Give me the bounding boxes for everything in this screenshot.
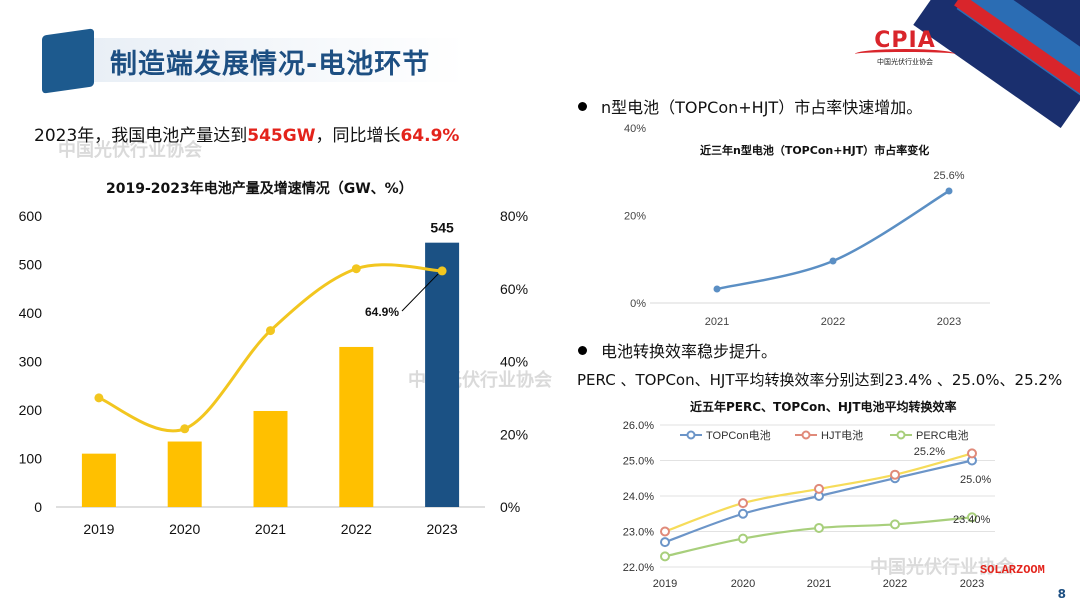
hjt-data-label: 25.2% (914, 446, 945, 458)
y-tick-label-right: 0% (500, 499, 520, 515)
y-tick-label-left: 200 (19, 402, 43, 418)
legend-label: PERC电池 (916, 429, 969, 442)
y-tick-label-right: 40% (500, 354, 528, 370)
chart1-title: 2019-2023年电池产量及增速情况（GW、%） (106, 181, 413, 197)
bar-2019 (81, 453, 116, 507)
bar-data-label: 545 (430, 220, 454, 236)
y-tick-label-left: 0 (34, 499, 42, 515)
growth-rate-line (98, 263, 443, 433)
topcon-data-label: 25.0% (960, 474, 991, 486)
perc-data-label: 23.40% (953, 514, 991, 526)
y-tick-label: 40% (624, 123, 646, 135)
y-tick-label: 25.0% (623, 456, 654, 468)
x-tick-label: 2023 (937, 316, 961, 328)
x-tick-label: 2019 (83, 521, 114, 537)
bullet-efficiency: 电池转换效率稳步提升。 (578, 338, 777, 362)
x-tick-label: 2023 (427, 521, 458, 537)
y-tick-label-left: 600 (19, 208, 43, 224)
series-point-1 (660, 526, 670, 537)
share-data-label: 25.6% (933, 170, 964, 182)
y-tick-label: 26.0% (623, 420, 654, 432)
share-line (716, 189, 950, 291)
y-tick-label: 23.0% (623, 527, 654, 539)
y-tick-label: 0% (630, 298, 646, 310)
y-tick-label-left: 100 (19, 451, 43, 467)
legend-marker-0 (686, 430, 696, 440)
series-point-1 (890, 469, 900, 480)
x-tick-label: 2019 (653, 578, 677, 590)
watermark: 中国光伏行业协会 (58, 140, 202, 161)
x-tick-label: 2022 (341, 521, 372, 537)
x-tick-label: 2021 (807, 578, 831, 590)
bar-2021 (253, 410, 288, 507)
production-chart: 0 100 200 300 400 500 600 0% 20% 40% 60% 80% 2019 202… (19, 208, 528, 537)
y-tick-label-right: 80% (500, 208, 528, 224)
bar-2022 (339, 346, 374, 507)
legend-marker-1 (801, 430, 811, 440)
y-tick-label: 22.0% (623, 562, 654, 574)
data-label-leader (401, 273, 439, 312)
y-tick-label-left: 400 (19, 305, 43, 321)
efficiency-summary: PERC 、TOPCon、HJT平均转换效率分别达到23.4% 、25.0%、2… (577, 371, 1063, 389)
y-tick-label: 20% (624, 211, 646, 223)
y-tick-label-right: 20% (500, 426, 528, 442)
share-point-2023 (945, 187, 953, 195)
summary-line: 2023年，我国电池产量达到545GW，同比增长64.9% (34, 126, 460, 146)
legend-marker-2 (896, 430, 906, 440)
bar-2023 (425, 242, 460, 508)
source-watermark: SOLARZOOM (980, 563, 1045, 577)
slide-title: 制造端发展情况-电池环节 (110, 49, 431, 80)
efficiency-chart: 22.0% 23.0% 24.0% 25.0% 26.0% 2019 2020 2021 202… (623, 420, 995, 590)
y-tick-label-left: 500 (19, 257, 43, 273)
y-tick-label-right: 60% (500, 281, 528, 297)
share-point-2021 (713, 285, 721, 293)
growth-point-2021 (266, 326, 275, 336)
chart3-title: 近五年PERC、TOPCon、HJT电池平均转换效率 (690, 400, 957, 414)
x-tick-label: 2022 (821, 316, 845, 328)
x-tick-label: 2022 (883, 578, 907, 590)
chart2-title: 近三年n型电池（TOPCon+HJT）市占率变化 (700, 144, 930, 157)
x-tick-label: 2023 (960, 578, 984, 590)
bar-2020 (167, 441, 202, 507)
x-tick-label: 2021 (255, 521, 286, 537)
x-tick-label: 2020 (731, 578, 755, 590)
cpia-logo: CPIA 中国光伏行业协会 (850, 28, 960, 67)
series-point-2 (660, 551, 670, 562)
series-point-0 (660, 537, 670, 548)
page-number: 8 (1057, 587, 1066, 601)
series-point-2 (738, 533, 748, 544)
x-tick-label: 2020 (169, 521, 200, 537)
series-point-2 (890, 519, 900, 530)
growth-data-label: 64.9% (365, 305, 399, 319)
bullet-n-type: n型电池（TOPCon+HJT）市占率快速增加。 (578, 94, 922, 118)
legend-label: TOPCon电池 (706, 429, 771, 442)
series-point-1 (814, 483, 824, 494)
growth-point-2023 (437, 266, 447, 276)
x-tick-label: 2021 (705, 316, 729, 328)
ntype-share-chart: 0% 20% 40% 2021 2022 2023 25.6% (624, 123, 990, 328)
share-point-2022 (829, 257, 837, 265)
growth-point-2022 (351, 264, 361, 274)
growth-point-2019 (94, 393, 104, 403)
title-accent-block (42, 28, 94, 94)
series-point-2 (814, 522, 824, 533)
y-tick-label: 24.0% (623, 491, 654, 503)
series-point-2 (967, 512, 977, 523)
series-point-1 (967, 448, 977, 459)
legend-label: HJT电池 (821, 429, 863, 442)
y-tick-label-left: 300 (19, 354, 43, 370)
title-band (48, 38, 488, 82)
series-point-0 (738, 508, 748, 519)
series-point-1 (738, 498, 748, 509)
growth-point-2020 (180, 424, 190, 434)
